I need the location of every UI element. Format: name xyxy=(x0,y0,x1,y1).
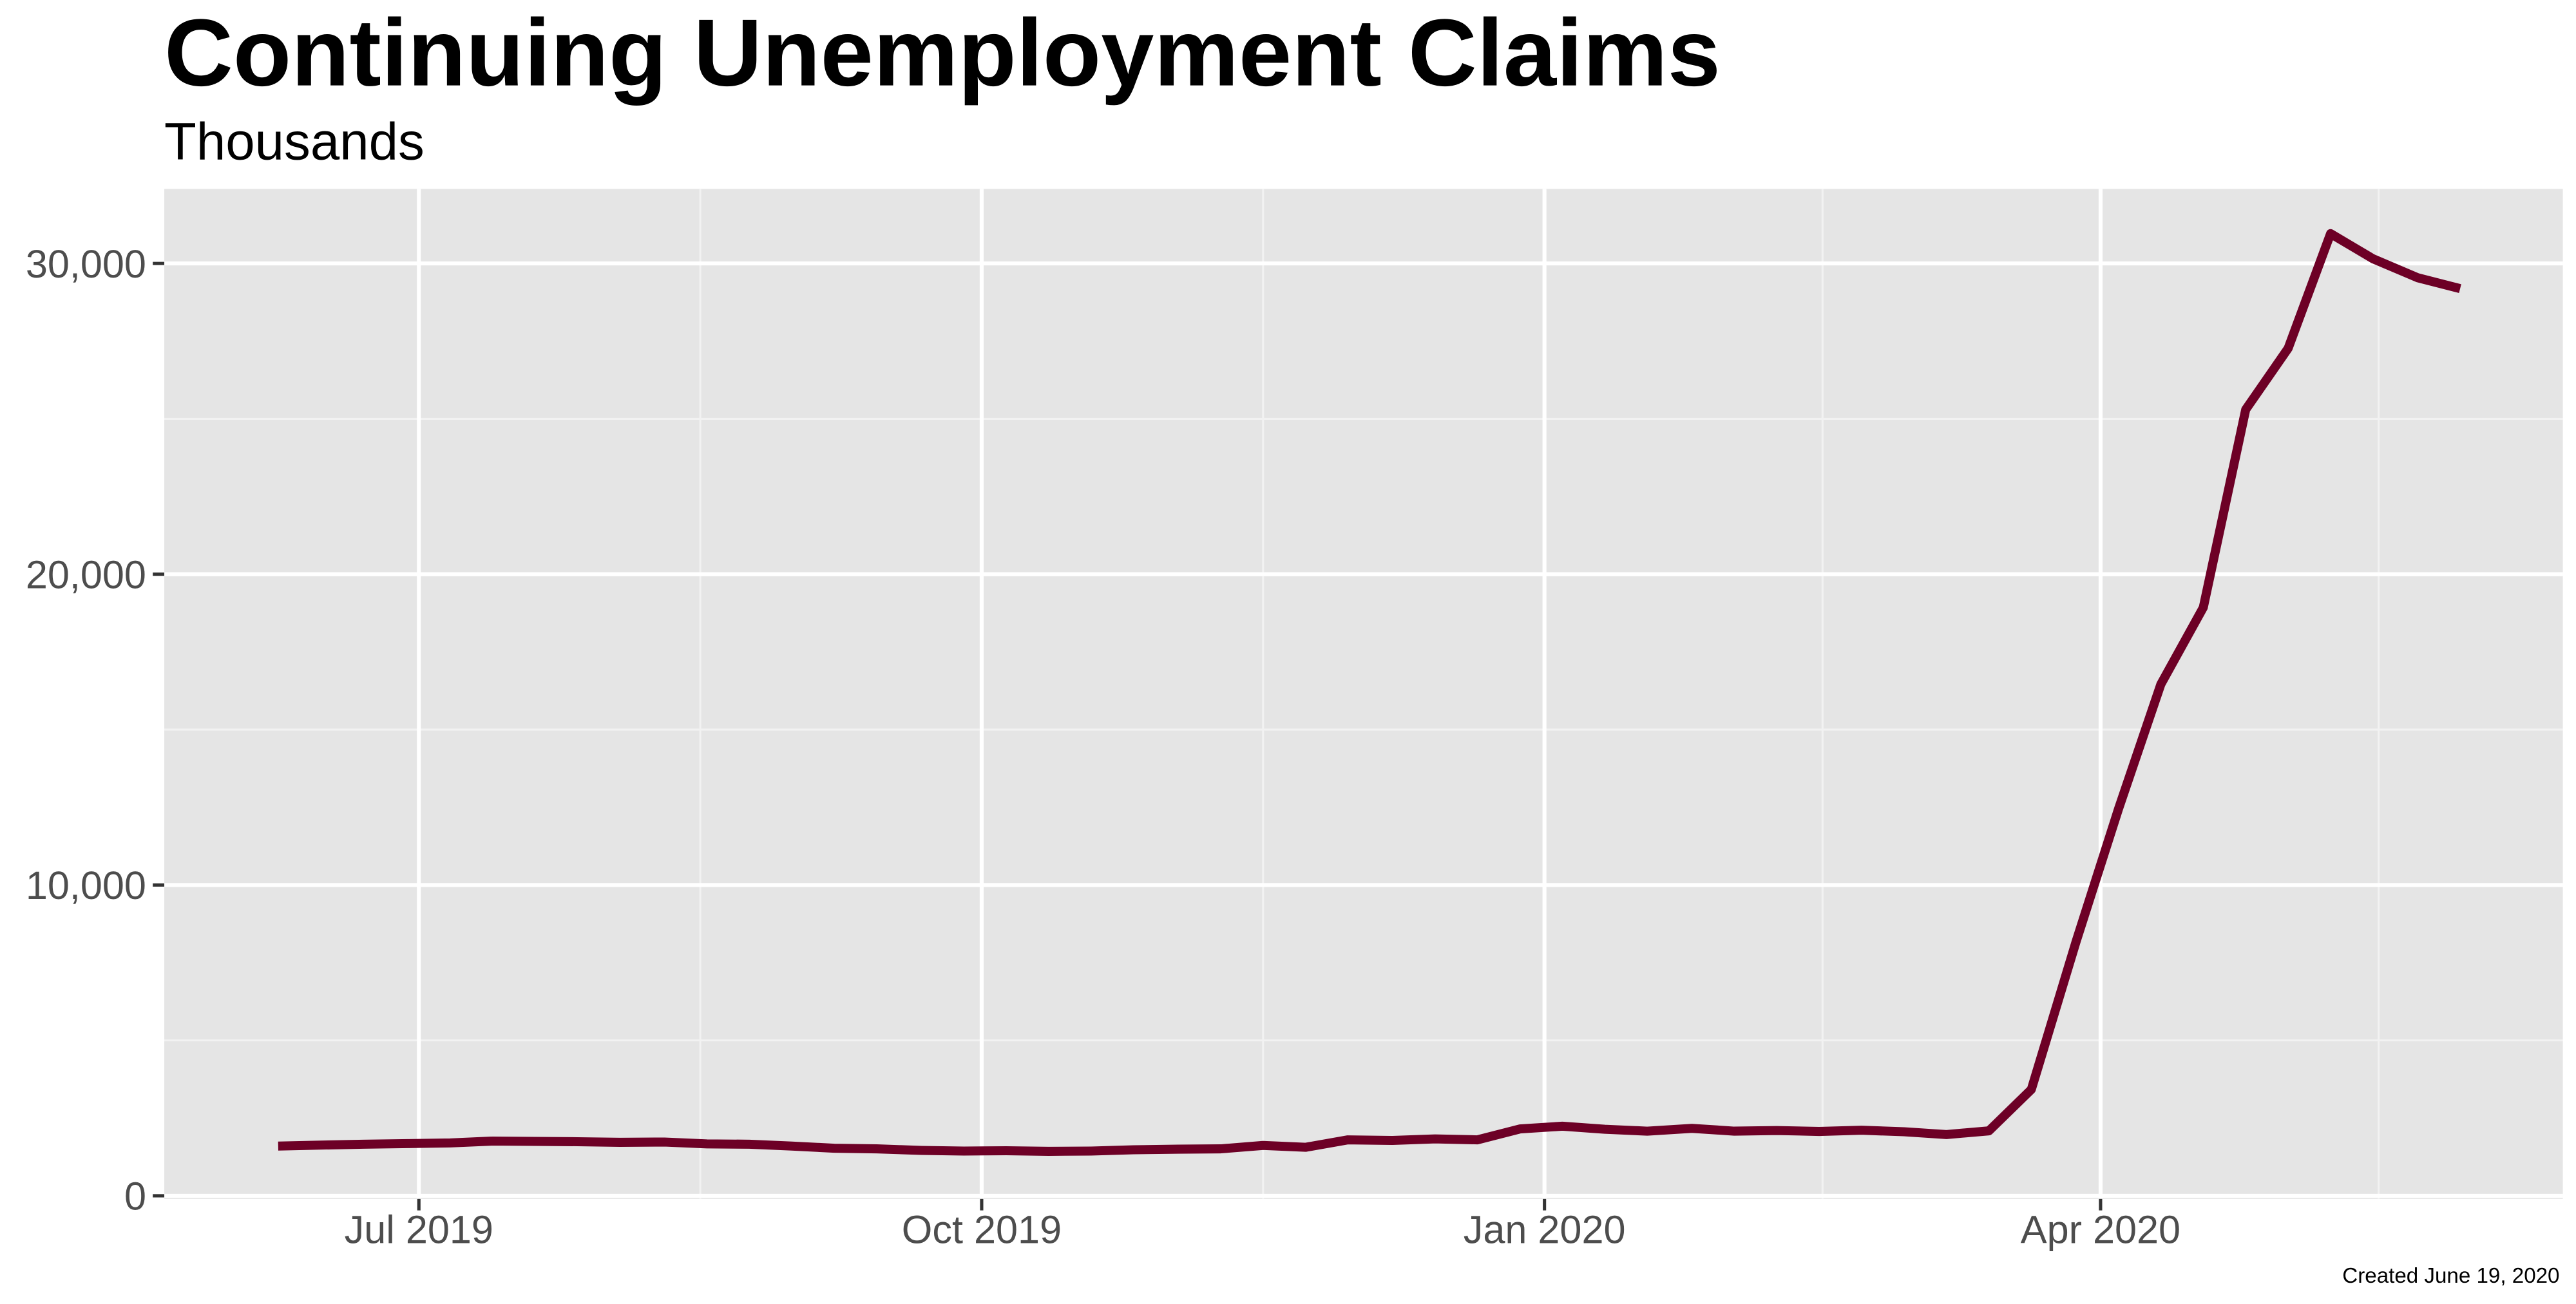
x-tick-label: Jan 2020 xyxy=(1464,1208,1626,1252)
x-tick-label: Apr 2020 xyxy=(2021,1208,2180,1252)
y-tick-label: 20,000 xyxy=(26,553,146,596)
data-line xyxy=(278,229,2461,1156)
y-tick-label: 0 xyxy=(124,1175,146,1218)
x-tick-label: Jul 2019 xyxy=(345,1208,493,1252)
plot-panel xyxy=(164,189,2563,1199)
chart-subtitle: Thousands xyxy=(164,112,425,171)
chart-title: Continuing Unemployment Claims xyxy=(164,0,1721,106)
caption: Created June 19, 2020 xyxy=(2342,1264,2559,1288)
y-tick-label: 30,000 xyxy=(26,242,146,286)
x-tick-label: Oct 2019 xyxy=(902,1208,1062,1252)
y-tick-label: 10,000 xyxy=(26,864,146,907)
